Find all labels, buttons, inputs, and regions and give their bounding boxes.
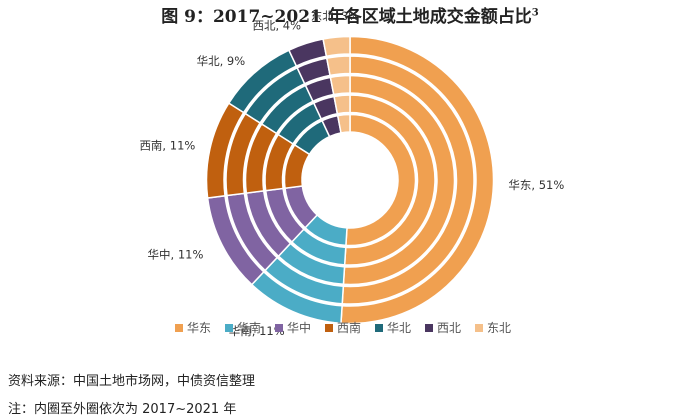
chart-title: 图 9：2017~2021 年各区域土地成交金额占比3 bbox=[0, 2, 700, 27]
legend-swatch-5 bbox=[425, 324, 433, 332]
chart-title-text: 图 9：2017~2021 年各区域土地成交金额占比 bbox=[161, 7, 532, 27]
legend-label-5: 西北 bbox=[437, 321, 461, 335]
legend-swatch-2 bbox=[275, 324, 283, 332]
slice-2017-6 bbox=[336, 113, 351, 134]
legend-swatch-1 bbox=[225, 324, 233, 332]
slice-2018-6 bbox=[333, 94, 351, 115]
legend-swatch-0 bbox=[175, 324, 183, 332]
slice-label-5: 西北, 4% bbox=[252, 18, 301, 32]
slice-label-6: 东北, 3% bbox=[311, 9, 360, 23]
legend-swatch-4 bbox=[375, 324, 383, 332]
slice-label-3: 西南, 11% bbox=[139, 138, 195, 152]
slice-label-4: 华北, 9% bbox=[197, 54, 246, 68]
legend-label-6: 东北 bbox=[487, 321, 511, 335]
legend-label-2: 华中 bbox=[287, 320, 311, 335]
legend-label-4: 华北 bbox=[387, 321, 411, 335]
legend-label-0: 华东 bbox=[187, 321, 211, 335]
donut-chart: 华东, 51% 华南, 11% 华中, 11% 西南, 11% 华北, 9% 西北, 4%… bbox=[139, 9, 564, 338]
footnote-marker: 3 bbox=[531, 7, 539, 19]
slice-label-1: 华南, 11% bbox=[229, 324, 285, 338]
slice-label-0: 华东, 51% bbox=[508, 178, 564, 192]
slice-2019-6 bbox=[329, 74, 351, 96]
legend-label-3: 西南 bbox=[337, 320, 361, 335]
slice-2021-6 bbox=[322, 35, 351, 58]
footnote: 注：内圈至外圈依次为 2017~2021 年 bbox=[8, 402, 237, 417]
legend-swatch-6 bbox=[475, 324, 483, 332]
legend-label-1: 华南 bbox=[237, 320, 261, 335]
legend-swatch-3 bbox=[325, 324, 333, 332]
slice-label-2: 华中, 11% bbox=[148, 248, 204, 262]
source-note: 资料来源：中国土地市场网，中债资信整理 bbox=[8, 374, 256, 389]
slice-2020-6 bbox=[325, 55, 351, 77]
slice-2017-0 bbox=[345, 113, 417, 247]
